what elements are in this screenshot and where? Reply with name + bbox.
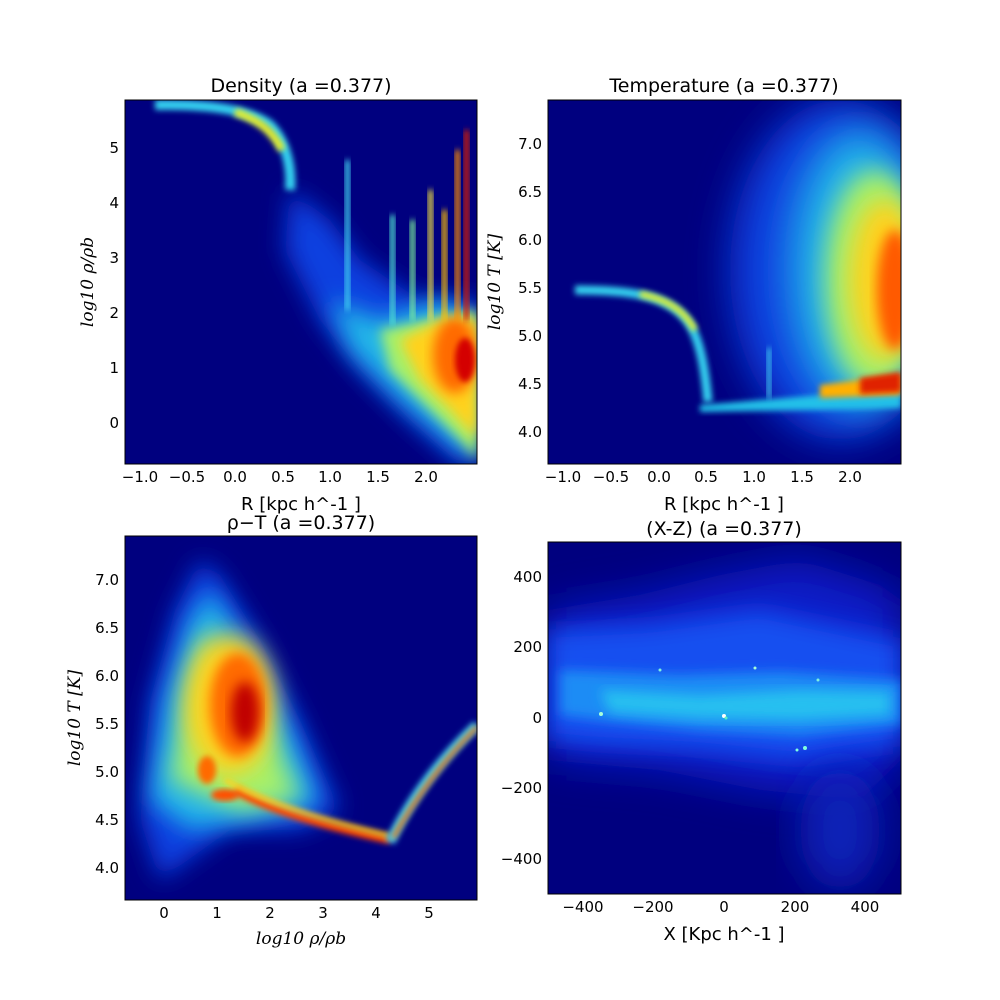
density-frame — [124, 99, 478, 465]
temperature-ytick: 4.5 — [518, 375, 542, 393]
temperature-ytick: 5.5 — [518, 279, 542, 297]
rho-t-xlabel: log10 ρ/ρb — [256, 929, 346, 949]
density-ylabel: log10 ρ/ρb — [78, 237, 98, 327]
density-ytick: 0 — [109, 414, 119, 432]
rho-t-title: ρ−T (a =0.377) — [227, 512, 375, 534]
rho-t-ytick: 4.5 — [95, 811, 119, 829]
density-ytick: 4 — [109, 194, 119, 212]
density-xtick: 1.5 — [366, 468, 390, 486]
density-ytick: 5 — [109, 139, 119, 157]
xz-x-ticks: −400 −200 0 200 400 — [562, 898, 879, 916]
rho-t-ytick: 6.5 — [95, 619, 119, 637]
rho-t-ylabel: log10 T [K] — [65, 669, 85, 766]
density-xtick: −0.5 — [169, 468, 205, 486]
temperature-x-ticks: −1.0 −0.5 0.0 0.5 1.0 1.5 2.0 — [545, 468, 862, 486]
temperature-title: Temperature (a =0.377) — [608, 75, 838, 97]
rho-t-y-ticks: 4.0 4.5 5.0 5.5 6.0 6.5 7.0 — [95, 571, 119, 877]
rho-t-ytick: 6.0 — [95, 667, 119, 685]
temperature-ylabel: log10 T [K] — [485, 233, 505, 330]
rho-t-frame — [124, 535, 478, 901]
rho-t-panel: ρ−T (a =0.377) 0 1 2 3 4 5 — [65, 512, 478, 949]
xz-ytick: −400 — [501, 850, 542, 868]
rho-t-ytick: 4.0 — [95, 859, 119, 877]
density-xtick: 0.0 — [223, 468, 247, 486]
density-heatmap — [125, 100, 477, 464]
temperature-xtick: 1.0 — [742, 468, 766, 486]
xz-xtick: 200 — [781, 898, 810, 916]
xz-xlabel: X [Kpc h^-1 ] — [663, 924, 784, 945]
xz-xtick: −400 — [562, 898, 603, 916]
temperature-xlabel: R [kpc h^-1 ] — [664, 494, 784, 515]
temperature-heatmap — [548, 100, 901, 464]
density-xtick: −1.0 — [122, 468, 158, 486]
xz-ytick: 200 — [513, 638, 542, 656]
density-ytick: 2 — [109, 304, 119, 322]
temperature-xtick: 1.5 — [790, 468, 814, 486]
rho-t-heatmap — [125, 536, 477, 900]
rho-t-xtick: 1 — [212, 904, 222, 922]
density-xtick: 1.0 — [318, 468, 342, 486]
temperature-y-ticks: 4.0 4.5 5.0 5.5 6.0 6.5 7.0 — [518, 135, 542, 441]
xz-y-ticks: −400 −200 0 200 400 — [501, 568, 542, 868]
temperature-xtick: 0.0 — [647, 468, 671, 486]
temperature-ytick: 6.5 — [518, 183, 542, 201]
xz-ytick: −200 — [501, 779, 542, 797]
density-y-ticks: 0 1 2 3 4 5 — [109, 139, 119, 432]
xz-title: (X-Z) (a =0.377) — [646, 518, 802, 540]
density-ytick: 3 — [109, 249, 119, 267]
temperature-ytick: 7.0 — [518, 135, 542, 153]
temperature-ytick: 6.0 — [518, 231, 542, 249]
density-x-ticks: −1.0 −0.5 0.0 0.5 1.0 1.5 2.0 — [122, 468, 438, 486]
density-xlabel: R [kpc h^-1 ] — [241, 494, 361, 515]
density-panel: Density (a =0.377) −1.0 −0.5 — [78, 75, 478, 515]
xz-xtick: 0 — [719, 898, 729, 916]
xz-map — [548, 542, 901, 894]
rho-t-xtick: 3 — [318, 904, 328, 922]
temperature-xtick: −0.5 — [593, 468, 629, 486]
xz-ytick: 400 — [513, 568, 542, 586]
temperature-ytick: 4.0 — [518, 423, 542, 441]
temperature-frame — [547, 99, 902, 465]
temperature-xtick: −1.0 — [545, 468, 581, 486]
xz-frame — [547, 541, 902, 895]
density-xtick: 0.5 — [271, 468, 295, 486]
rho-t-ytick: 5.0 — [95, 763, 119, 781]
density-title: Density (a =0.377) — [210, 75, 391, 97]
rho-t-x-ticks: 0 1 2 3 4 5 — [159, 904, 434, 922]
temperature-xtick: 0.5 — [694, 468, 718, 486]
xz-xtick: −200 — [632, 898, 673, 916]
temperature-panel: Temperature (a =0.377) −1.0 −0.5 0.0 0.5… — [485, 75, 902, 515]
temperature-xtick: 2.0 — [838, 468, 862, 486]
density-xtick: 2.0 — [414, 468, 438, 486]
density-ytick: 1 — [109, 359, 119, 377]
xz-panel: (X-Z) (a =0.377) −400 −200 0 200 400 — [501, 518, 902, 945]
rho-t-xtick: 5 — [424, 904, 434, 922]
rho-t-xtick: 2 — [265, 904, 275, 922]
rho-t-ytick: 7.0 — [95, 571, 119, 589]
rho-t-xtick: 0 — [159, 904, 169, 922]
rho-t-xtick: 4 — [371, 904, 381, 922]
rho-t-ytick: 5.5 — [95, 715, 119, 733]
xz-ytick: 0 — [532, 709, 542, 727]
xz-xtick: 400 — [851, 898, 880, 916]
temperature-ytick: 5.0 — [518, 327, 542, 345]
